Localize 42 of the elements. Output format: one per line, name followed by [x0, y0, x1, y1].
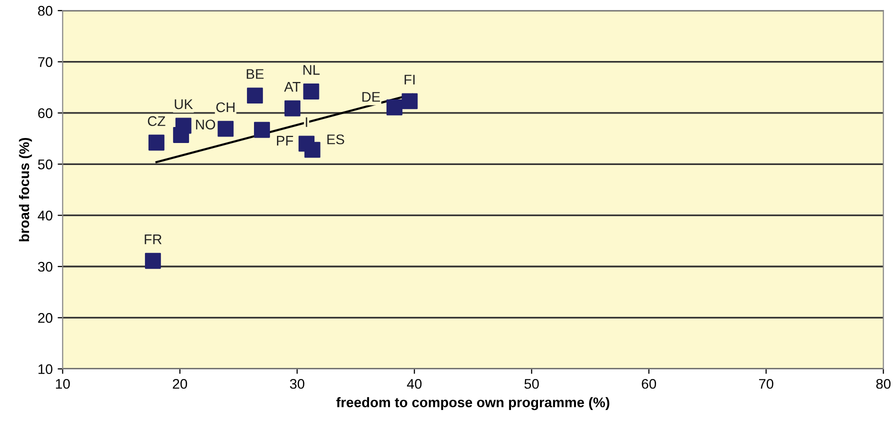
annotation: ES: [327, 134, 344, 144]
annotation: I: [306, 117, 308, 127]
annotation: UK: [174, 99, 193, 110]
point: [304, 142, 320, 158]
point: [284, 100, 300, 116]
y-tick-label: 20: [38, 313, 52, 323]
y-tick-label: 60: [38, 108, 52, 118]
annotation: DE: [362, 92, 380, 102]
annotation: NO: [196, 120, 216, 130]
x-tick-label: 50: [524, 378, 539, 389]
annotation: BE: [246, 69, 264, 79]
annotation: FI: [404, 74, 415, 84]
x-tick-label: 80: [876, 378, 891, 389]
point: [402, 93, 418, 110]
point: [386, 99, 402, 116]
point: [144, 252, 161, 269]
point: [254, 122, 270, 138]
y-tick-label: 50: [38, 159, 52, 170]
x-tick-label: 30: [290, 378, 304, 389]
x-tick-label: 10: [56, 378, 70, 389]
annotation: PF: [276, 136, 294, 146]
x-tick-label: 40: [406, 378, 422, 389]
annotation: CZ: [148, 116, 166, 126]
y-tick-label: 70: [38, 57, 52, 67]
annotation: CH: [216, 102, 235, 112]
point: [303, 83, 320, 100]
x-tick-label: 20: [172, 378, 188, 389]
y-tick-label: 30: [38, 262, 52, 272]
point: [246, 88, 263, 104]
x-tick-label: 60: [642, 378, 656, 389]
x-tick-label: 70: [759, 378, 774, 389]
y-axis-title: broad focus (%): [18, 138, 32, 242]
annotation: AT: [284, 82, 300, 92]
point: [148, 134, 164, 151]
point: [218, 120, 234, 137]
x-axis-title: freedom to compose own programme (%): [336, 397, 610, 410]
annotation: NL: [303, 65, 320, 75]
y-tick-label: 10: [38, 364, 52, 374]
annotation: FR: [144, 234, 162, 244]
y-tick-label: 40: [38, 210, 52, 220]
y-tick-label: 80: [38, 6, 52, 16]
point: [175, 118, 192, 134]
